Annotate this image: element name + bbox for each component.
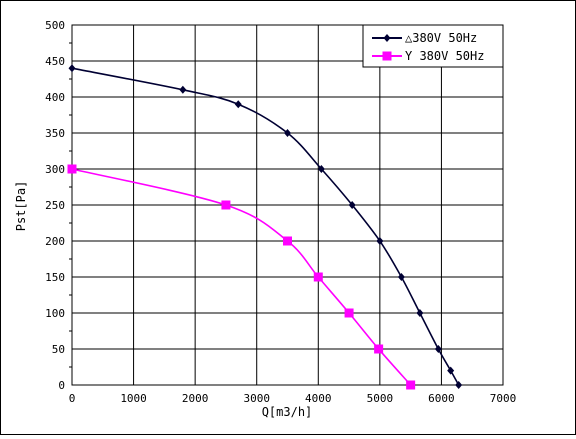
x-tick-label: 7000 — [490, 392, 517, 405]
legend-marker-delta — [383, 34, 391, 42]
data-point-square — [283, 236, 292, 246]
x-tick-label: 1000 — [120, 392, 147, 405]
x-axis-tick-labels: 0 1000 2000 3000 4000 5000 6000 7000 — [69, 392, 517, 405]
data-point-square — [67, 164, 77, 174]
legend-label-star: Y 380V 50Hz — [405, 49, 484, 63]
data-point-diamond — [416, 309, 424, 317]
data-point-diamond — [348, 201, 356, 209]
y-tick-label: 500 — [45, 19, 65, 32]
legend-label-delta: △380V 50Hz — [405, 31, 477, 45]
y-tick-label: 150 — [45, 271, 65, 284]
data-point-diamond — [447, 366, 455, 375]
x-tick-label: 2000 — [182, 392, 209, 405]
data-point-square — [313, 272, 323, 282]
y-tick-label: 100 — [45, 307, 65, 320]
y-tick-label: 250 — [45, 199, 65, 212]
data-point-diamond — [397, 273, 405, 281]
data-point-diamond — [179, 85, 187, 94]
data-point-diamond — [234, 100, 242, 109]
y-tick-label: 0 — [58, 379, 65, 392]
y-tick-label: 300 — [45, 163, 65, 176]
series-layer — [67, 64, 463, 390]
x-tick-label: 6000 — [428, 392, 455, 405]
x-tick-label: 5000 — [367, 392, 394, 405]
data-point-diamond — [455, 381, 463, 389]
x-tick-label: 0 — [69, 392, 76, 405]
data-point-square — [344, 308, 354, 318]
y-tick-label: 400 — [45, 91, 65, 104]
data-point-diamond — [317, 165, 325, 173]
legend-marker-star — [382, 51, 392, 61]
x-tick-label: 4000 — [305, 392, 332, 405]
y-tick-label: 200 — [45, 235, 65, 248]
y-tick-label: 50 — [52, 343, 65, 356]
plot-border — [71, 24, 504, 386]
legend: △380V 50Hz Y 380V 50Hz — [362, 24, 504, 68]
data-point-square — [374, 344, 384, 354]
data-point-diamond — [376, 237, 384, 245]
data-point-diamond — [284, 129, 291, 137]
y-axis-title: Pst[Pa] — [14, 181, 28, 232]
data-point-square — [221, 200, 231, 210]
data-point-square — [406, 380, 416, 390]
x-tick-label: 3000 — [243, 392, 270, 405]
data-point-diamond — [434, 345, 442, 353]
x-axis-title: Q[m3/h] — [262, 405, 313, 419]
y-tick-label: 350 — [45, 127, 65, 140]
y-tick-label: 450 — [45, 55, 65, 68]
y-axis-tick-labels: 0 50 100 150 200 250 300 350 400 450 500 — [45, 19, 65, 392]
data-point-diamond — [68, 64, 76, 73]
